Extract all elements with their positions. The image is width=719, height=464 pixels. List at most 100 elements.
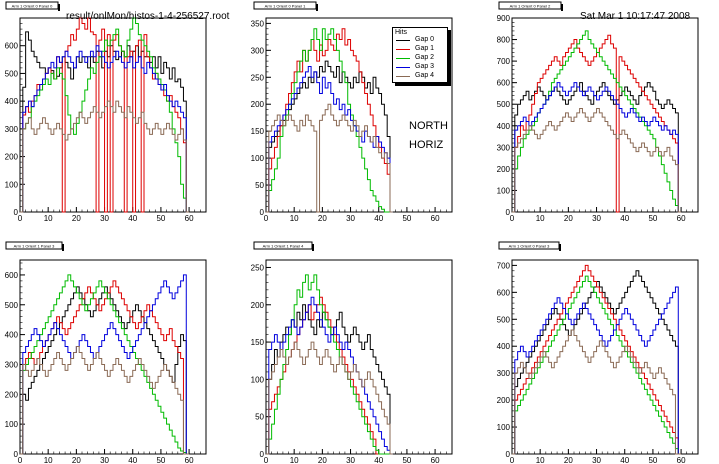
y-tick-label: 300 [251, 46, 265, 55]
legend: Hits Gap 0 Gap 1 Gap 2 Gap 3 Gap 4 [392, 27, 448, 83]
y-tick-label: 500 [5, 69, 19, 78]
histogram-series [512, 108, 682, 213]
legend-label: Gap 0 [415, 36, 435, 43]
legend-label: Gap 4 [415, 72, 435, 79]
legend-label: Gap 1 [415, 45, 435, 52]
x-tick-label: 20 [564, 214, 573, 223]
panel-title: Arm 1 Orient 0 Panel 3 [509, 244, 550, 249]
legend-swatch [396, 76, 410, 77]
x-tick-label: 20 [72, 456, 81, 464]
x-tick-label: 0 [510, 214, 515, 223]
y-tick-label: 100 [251, 154, 265, 163]
panel-title-shadow [561, 4, 563, 11]
panel-title: Arm 1 Orient 1 Panel 3 [14, 244, 55, 249]
legend-title: Hits [395, 29, 408, 36]
x-tick-label: 30 [100, 214, 109, 223]
histogram-series [20, 100, 190, 213]
x-tick-label: 0 [264, 456, 269, 464]
x-tick-label: 40 [374, 214, 383, 223]
y-tick-label: 0 [506, 208, 511, 217]
x-tick-label: 60 [677, 456, 686, 464]
panel-title: Arm 1 Orient 0 Panel 2 [510, 4, 551, 9]
x-tick-label: 40 [128, 214, 137, 223]
legend-item: Gap 3 [393, 63, 447, 72]
y-tick-label: 200 [5, 153, 19, 162]
histogram-series [266, 296, 393, 455]
panel-title-shadow [62, 244, 64, 251]
y-tick-label: 350 [251, 19, 265, 28]
y-tick-label: 300 [497, 143, 511, 152]
x-tick-label: 10 [290, 214, 299, 223]
y-tick-label: 200 [251, 301, 265, 310]
y-tick-label: 200 [497, 396, 511, 405]
x-tick-label: 30 [592, 214, 601, 223]
x-tick-label: 0 [510, 456, 515, 464]
histogram-series [512, 275, 682, 455]
histogram-series [266, 296, 393, 455]
panel-title-shadow [559, 244, 561, 251]
histogram-series [20, 274, 190, 455]
y-tick-label: 400 [5, 97, 19, 106]
histogram-series [266, 274, 393, 455]
y-tick-label: 300 [497, 369, 511, 378]
y-tick-label: 600 [5, 42, 19, 51]
x-tick-label: 40 [620, 214, 629, 223]
histogram-series [20, 346, 190, 455]
x-tick-label: 60 [677, 214, 686, 223]
y-tick-label: 300 [5, 125, 19, 134]
y-tick-label: 400 [5, 331, 19, 340]
y-tick-label: 900 [497, 14, 511, 23]
histogram-series [512, 82, 682, 213]
y-tick-label: 250 [251, 263, 265, 272]
y-tick-label: 200 [497, 165, 511, 174]
horiz-label: HORIZ [409, 139, 444, 151]
y-tick-label: 100 [5, 420, 19, 429]
plot-frame [265, 259, 453, 455]
histogram-series [512, 329, 682, 455]
y-tick-label: 150 [251, 127, 265, 136]
y-tick-label: 400 [497, 342, 511, 351]
y-tick-label: 600 [497, 79, 511, 88]
plot-frame [511, 17, 699, 213]
histogram-series [266, 66, 393, 213]
y-tick-label: 0 [260, 208, 265, 217]
north-label: NORTH [409, 120, 448, 132]
legend-item: Gap 1 [393, 45, 447, 54]
plot-frame [19, 259, 207, 455]
y-tick-label: 100 [497, 186, 511, 195]
x-tick-label: 20 [318, 214, 327, 223]
x-tick-label: 60 [185, 214, 194, 223]
x-tick-label: 50 [648, 456, 657, 464]
y-tick-label: 0 [506, 450, 511, 459]
legend-swatch [396, 40, 410, 41]
x-tick-label: 30 [592, 456, 601, 464]
histogram-series [266, 28, 393, 213]
x-tick-label: 0 [264, 214, 269, 223]
x-tick-label: 60 [185, 456, 194, 464]
panel-title-shadow [312, 244, 314, 251]
histogram-series [266, 341, 393, 455]
y-tick-label: 300 [5, 360, 19, 369]
y-tick-label: 50 [255, 181, 264, 190]
y-tick-label: 250 [251, 73, 265, 82]
y-tick-label: 700 [497, 261, 511, 270]
histogram-series [512, 264, 682, 455]
histogram-series [20, 274, 190, 455]
y-tick-label: 600 [497, 288, 511, 297]
x-tick-label: 20 [318, 456, 327, 464]
x-tick-label: 10 [536, 456, 545, 464]
y-tick-label: 100 [5, 180, 19, 189]
y-tick-label: 0 [14, 208, 19, 217]
legend-item: Gap 0 [393, 36, 447, 45]
x-tick-label: 40 [128, 456, 137, 464]
x-tick-label: 50 [156, 214, 165, 223]
histogram-series [266, 103, 393, 213]
y-tick-label: 500 [5, 301, 19, 310]
x-tick-label: 10 [536, 214, 545, 223]
y-tick-label: 100 [251, 375, 265, 384]
panel-title: Arm 1 Orient 0 Panel 1 [265, 4, 306, 9]
x-tick-label: 60 [431, 456, 440, 464]
file-name-label: result/onlMon/histos-1-4-256527.root [66, 11, 230, 22]
legend-item: Gap 2 [393, 54, 447, 63]
legend-swatch [396, 49, 410, 50]
